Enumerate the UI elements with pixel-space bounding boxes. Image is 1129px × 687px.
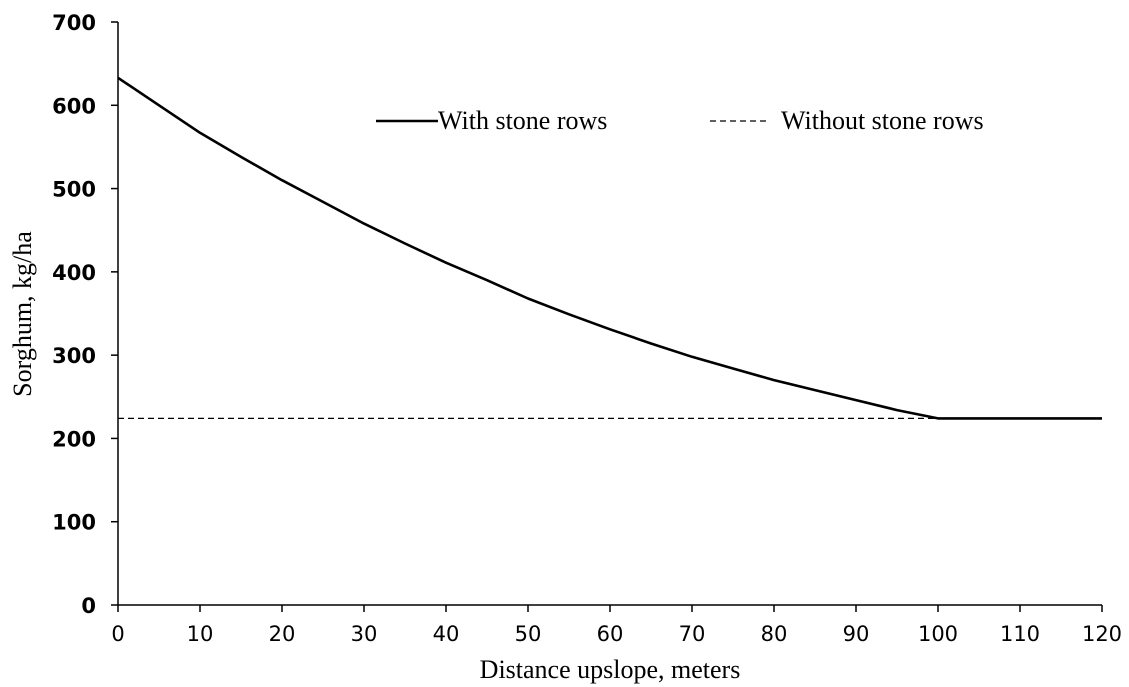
y-tick-label: 500	[52, 178, 96, 202]
x-axis-ticks: 0 10 20 30 40 50 60 70 80 90 100 110 120	[111, 605, 1122, 646]
y-tick-label: 300	[52, 344, 96, 368]
y-tick-label: 0	[81, 594, 96, 618]
x-tick-label: 40	[433, 622, 460, 646]
y-tick-label: 700	[52, 11, 96, 35]
y-axis-ticks: 0 100 200 300 400 500 600 700	[52, 11, 118, 618]
x-tick-label: 60	[597, 622, 624, 646]
x-tick-label: 120	[1082, 622, 1122, 646]
x-tick-label: 80	[761, 622, 788, 646]
legend-label: Without stone rows	[781, 106, 984, 135]
legend-label: With stone rows	[438, 106, 607, 135]
y-axis-title: Sorghum, kg/ha	[8, 231, 37, 397]
x-tick-label: 90	[843, 622, 870, 646]
x-tick-label: 0	[111, 622, 124, 646]
x-tick-label: 30	[351, 622, 378, 646]
x-tick-label: 50	[515, 622, 542, 646]
x-tick-label: 70	[679, 622, 706, 646]
series-layer	[117, 76, 1102, 420]
y-tick-label: 200	[52, 427, 96, 451]
y-tick-label: 100	[52, 511, 96, 535]
x-axis-title: Distance upslope, meters	[480, 655, 741, 684]
legend: With stone rows Without stone rows	[376, 106, 984, 135]
x-tick-label: 20	[269, 622, 296, 646]
x-tick-label: 110	[1000, 622, 1040, 646]
y-tick-label: 600	[52, 94, 96, 118]
y-tick-label: 400	[52, 261, 96, 285]
x-tick-label: 100	[918, 622, 958, 646]
x-tick-label: 10	[187, 622, 214, 646]
